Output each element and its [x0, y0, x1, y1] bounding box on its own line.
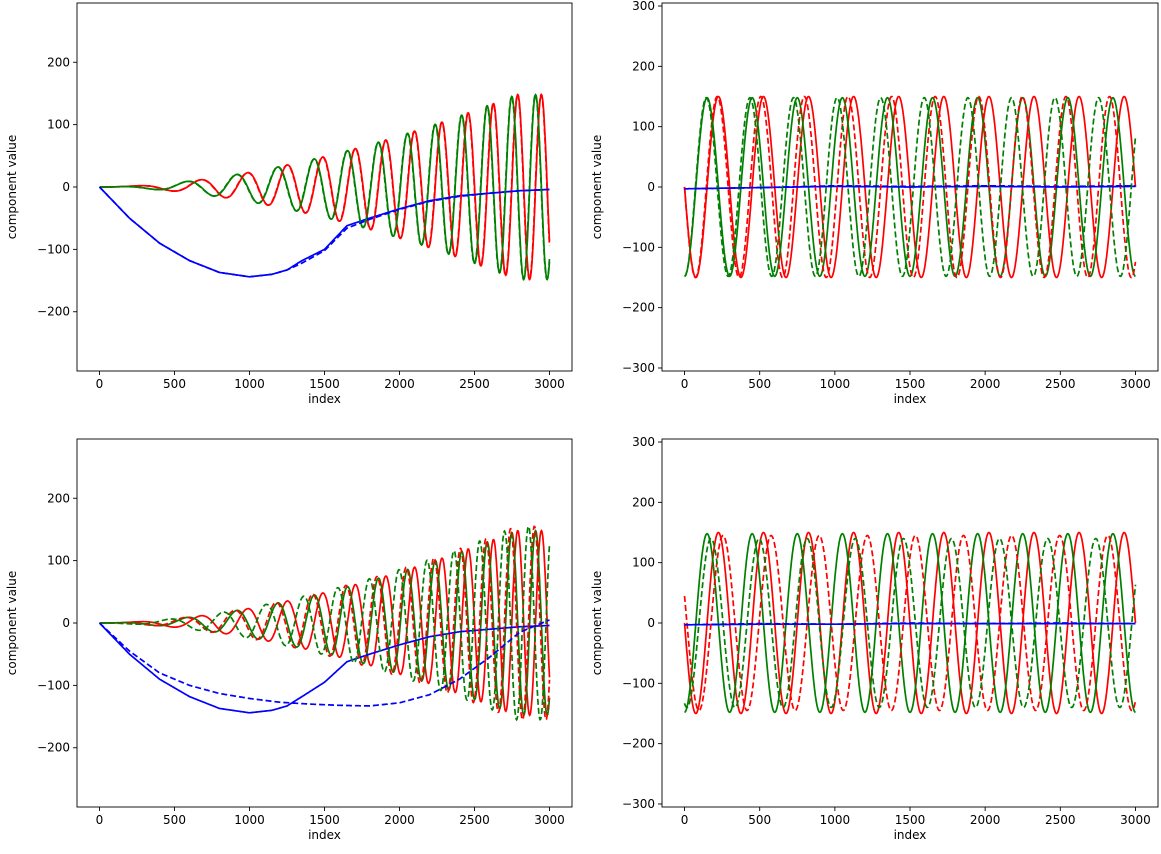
series-x-dashed: [683, 95, 1137, 279]
y-tick-label: −100: [622, 676, 655, 690]
y-tick-label: −200: [37, 741, 70, 755]
series-group: [98, 525, 551, 722]
series-x-dashed: [683, 534, 1137, 712]
subplot-top-right: 0 500 1000 1500 2000 2500 3000 −300 −200 −100 0 100…: [590, 0, 1159, 406]
series-z-solid: [98, 622, 550, 714]
x-tick-label: 0: [96, 813, 104, 827]
y-tick-label: 0: [647, 180, 655, 194]
y-tick-label: −300: [622, 361, 655, 375]
series-y-dashed: [683, 537, 1137, 709]
x-tick-label: 3000: [534, 377, 565, 391]
y-tick-label: 300: [632, 435, 655, 449]
y-tick-label: 200: [47, 491, 70, 505]
series-y-dashed: [99, 94, 551, 281]
series-z-dashed: [98, 186, 550, 278]
y-tick-label: 300: [632, 0, 655, 13]
y-tick-label: −100: [37, 678, 70, 692]
y-tick-label: 100: [632, 556, 655, 570]
subplot-bottom-left: 0 500 1000 1500 2000 2500 3000 −200 −100 0 100 200 i…: [5, 438, 573, 842]
series-x-dashed: [99, 525, 551, 722]
x-tick-label: 2000: [970, 813, 1001, 827]
y-tick-label: 100: [47, 118, 70, 132]
y-tick-label: −200: [37, 305, 70, 319]
x-tick-label: 3000: [534, 813, 565, 827]
x-tick-label: 0: [681, 377, 689, 391]
x-tick-label: 0: [96, 377, 104, 391]
x-tick-label: 2500: [459, 377, 490, 391]
y-tick-label: 100: [632, 120, 655, 134]
x-tick-label: 2500: [1045, 377, 1076, 391]
series-z-dashed: [98, 619, 550, 707]
x-axis-label: index: [894, 392, 927, 406]
series-x-dashed: [99, 93, 551, 281]
series-x-solid: [99, 529, 551, 717]
x-tick-label: 2000: [384, 813, 415, 827]
series-y-solid: [99, 529, 551, 717]
series-group: [683, 95, 1137, 279]
y-tick-label: 0: [62, 616, 70, 630]
x-tick-label: 2500: [459, 813, 490, 827]
subplot-bottom-right: 0 500 1000 1500 2000 2500 3000 −300 −200 −100 0 100…: [590, 435, 1159, 842]
y-tick-label: −200: [622, 737, 655, 751]
y-tick-label: −100: [37, 242, 70, 256]
y-tick-label: −200: [622, 301, 655, 315]
x-tick-label: 3000: [1120, 813, 1151, 827]
x-tick-label: 0: [681, 813, 689, 827]
series-z-dashed: [684, 622, 1136, 626]
x-tick-label: 1500: [895, 377, 926, 391]
x-axis-label: index: [308, 392, 341, 406]
x-tick-label: 500: [163, 813, 186, 827]
series-x-solid: [99, 93, 551, 281]
x-tick-label: 1500: [309, 813, 340, 827]
x-tick-label: 1000: [234, 813, 265, 827]
subplot-top-left: 0 500 1000 1500 2000 2500 3000 −200 −100 0 100 200 i…: [5, 2, 573, 406]
x-tick-label: 1000: [234, 377, 265, 391]
series-y-solid: [684, 96, 1136, 278]
series-y-dashed: [684, 96, 1137, 278]
series-y-solid: [684, 532, 1136, 714]
x-tick-label: 2500: [1045, 813, 1076, 827]
x-tick-label: 2000: [384, 377, 415, 391]
x-tick-label: 1000: [820, 377, 851, 391]
y-axis-label: component value: [590, 571, 604, 675]
y-axis-label: component value: [5, 135, 19, 239]
y-tick-label: 200: [47, 55, 70, 69]
x-tick-label: 1500: [895, 813, 926, 827]
y-axis-label: component value: [5, 571, 19, 675]
y-tick-label: 100: [47, 554, 70, 568]
y-tick-label: −300: [622, 797, 655, 811]
series-y-solid: [99, 93, 551, 281]
y-tick-label: 200: [632, 59, 655, 73]
y-tick-label: −100: [622, 240, 655, 254]
y-tick-label: 200: [632, 495, 655, 509]
series-y-dashed: [99, 525, 551, 722]
x-tick-label: 500: [748, 813, 771, 827]
x-tick-label: 1000: [820, 813, 851, 827]
x-tick-label: 2000: [970, 377, 1001, 391]
y-axis-label: component value: [590, 135, 604, 239]
series-group: [98, 93, 551, 281]
x-axis-label: index: [894, 828, 927, 842]
x-tick-label: 3000: [1120, 377, 1151, 391]
series-group: [683, 531, 1137, 715]
x-tick-label: 1500: [309, 377, 340, 391]
y-tick-label: 0: [647, 616, 655, 630]
y-tick-label: 0: [62, 180, 70, 194]
x-axis-label: index: [308, 828, 341, 842]
x-tick-label: 500: [163, 377, 186, 391]
x-tick-label: 500: [748, 377, 771, 391]
series-z-dashed: [684, 184, 1136, 190]
